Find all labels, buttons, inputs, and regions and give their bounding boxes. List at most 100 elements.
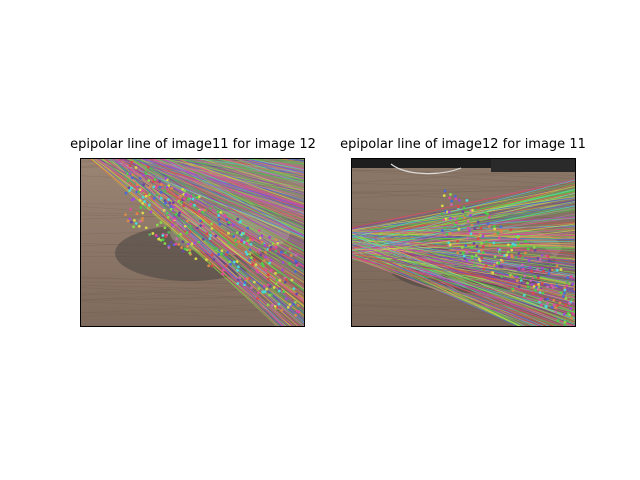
keypoint <box>148 193 151 197</box>
keypoint <box>187 242 190 246</box>
keypoint <box>217 253 221 256</box>
keypoints <box>440 189 576 327</box>
keypoint <box>465 250 469 254</box>
keypoint <box>210 227 214 230</box>
keypoint <box>202 224 205 228</box>
keypoint <box>132 225 136 229</box>
epipolar-line <box>222 158 305 185</box>
right-image-panel <box>351 158 576 327</box>
epipolar-line <box>351 229 576 252</box>
keypoint <box>499 225 503 229</box>
epipolar-line <box>351 241 576 325</box>
epipolar-line <box>351 247 530 327</box>
wood-grain <box>351 304 576 318</box>
keypoint <box>232 260 236 264</box>
keypoint <box>208 237 212 241</box>
keypoint <box>246 226 250 230</box>
keypoint <box>527 285 531 289</box>
keypoint <box>270 293 274 296</box>
epipolar-line <box>351 229 576 280</box>
keypoint <box>175 237 179 241</box>
keypoints <box>124 160 301 317</box>
keypoint <box>284 251 287 254</box>
keypoint <box>264 255 268 259</box>
keypoint <box>128 172 132 175</box>
keypoint <box>244 250 248 254</box>
keypoint <box>471 208 474 212</box>
keypoint <box>545 254 548 258</box>
keypoint <box>294 253 298 257</box>
keypoint <box>548 268 552 272</box>
keypoint <box>540 282 544 285</box>
keypoint <box>214 247 217 250</box>
keypoint <box>263 290 267 293</box>
keypoint <box>154 185 158 189</box>
keypoint <box>184 193 188 197</box>
keypoint <box>169 240 173 244</box>
keypoint <box>190 242 194 246</box>
keypoint <box>541 291 545 295</box>
keypoint <box>137 190 141 194</box>
keypoint <box>536 276 540 280</box>
keypoint <box>249 256 253 260</box>
keypoint <box>570 316 573 320</box>
keypoint <box>487 225 491 228</box>
keypoint <box>191 197 195 201</box>
keypoint <box>143 206 147 209</box>
keypoint <box>526 247 530 251</box>
keypoint <box>285 278 288 281</box>
keypoint <box>177 243 181 246</box>
keypoint <box>503 254 507 257</box>
keypoint <box>194 257 198 261</box>
left-subplot-title: epipolar line of image11 for image 12 <box>70 137 316 152</box>
keypoint <box>559 268 563 271</box>
keypoint <box>470 223 474 227</box>
wood-grain <box>80 251 305 257</box>
keypoint <box>144 226 148 230</box>
keypoint <box>149 210 153 214</box>
keypoint <box>256 291 260 295</box>
epipolar-line <box>158 158 305 207</box>
epipolar-line <box>130 158 305 293</box>
keypoint <box>142 173 145 177</box>
keypoint <box>148 185 152 189</box>
keypoint <box>547 259 551 262</box>
keypoint <box>283 280 287 284</box>
keypoint <box>200 208 204 211</box>
keypoint <box>473 227 477 230</box>
keypoint <box>509 245 513 249</box>
keypoint <box>440 204 444 208</box>
keypoint <box>480 241 483 245</box>
keypoint <box>152 180 155 184</box>
keypoint <box>454 221 458 225</box>
keypoint <box>204 258 208 262</box>
keypoint <box>463 257 467 261</box>
keypoint <box>540 266 544 270</box>
keypoint <box>507 256 511 259</box>
wood-grain <box>351 216 576 224</box>
keypoint <box>183 189 187 193</box>
keypoint <box>454 197 458 201</box>
keypoint <box>296 303 300 307</box>
keypoint <box>278 279 282 282</box>
keypoint <box>496 231 500 235</box>
keypoint <box>517 285 521 289</box>
epipolar-line <box>351 232 576 239</box>
keypoint <box>456 240 459 243</box>
keypoint <box>264 268 268 272</box>
keypoint <box>488 215 491 219</box>
epipolar-line <box>122 158 305 315</box>
keypoint <box>260 234 264 238</box>
keypoint <box>139 206 143 209</box>
epipolar-line <box>136 158 305 266</box>
keypoint <box>293 270 297 273</box>
keypoint <box>134 222 138 225</box>
wood-grain <box>80 277 305 284</box>
keypoint <box>278 287 282 291</box>
epipolar-line <box>143 158 305 198</box>
keypoint <box>251 263 254 266</box>
keypoint <box>449 216 452 220</box>
keypoint <box>470 256 474 260</box>
keypoint <box>197 240 201 244</box>
keypoint <box>209 234 212 237</box>
